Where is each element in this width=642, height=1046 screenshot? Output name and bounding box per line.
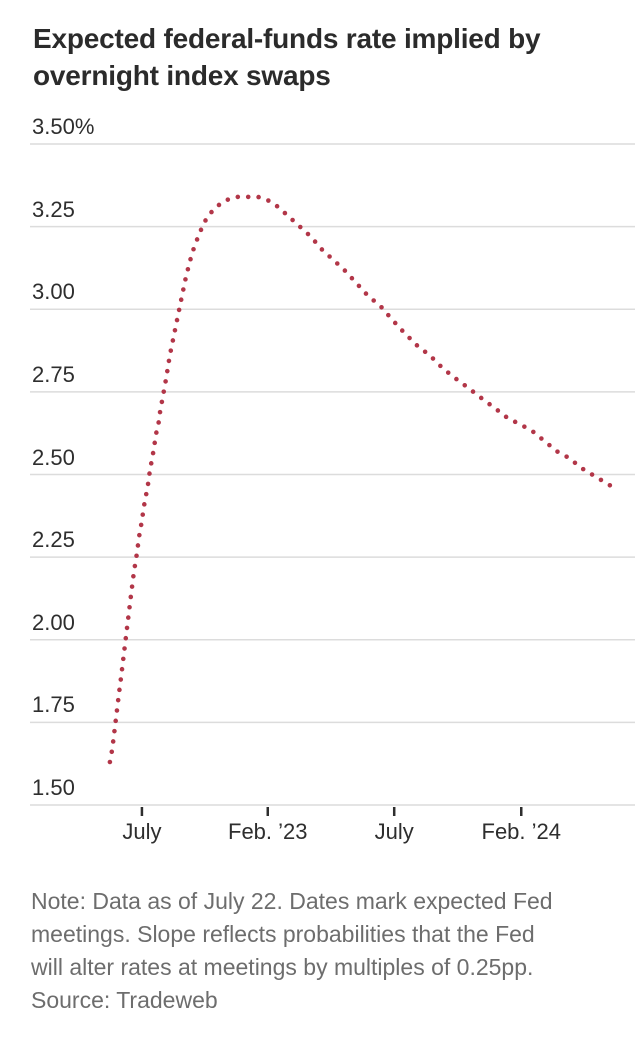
note-line: meetings. Slope reflects probabilities t… [31, 921, 535, 947]
chart-title-line1: Expected federal-funds rate implied by [33, 23, 541, 54]
chart-title-line2: overnight index swaps [33, 60, 331, 91]
rate-forecast-line [107, 194, 617, 765]
source-line: Source: Tradeweb [31, 987, 218, 1013]
note-line: will alter rates at meetings by multiple… [31, 954, 534, 980]
y-axis-label: 2.50 [32, 444, 75, 470]
chart-title: Expected federal-funds rate implied by o… [33, 20, 623, 94]
y-axis-label: 3.00 [32, 279, 75, 305]
note-line: Note: Data as of July 22. Dates mark exp… [31, 888, 553, 914]
x-axis-label: July [374, 819, 414, 844]
y-axis-label: 1.75 [32, 692, 75, 718]
x-axis-label: July [122, 819, 162, 844]
chart-footnote: Note: Data as of July 22. Dates mark exp… [31, 885, 631, 1017]
x-axis-label: Feb. ’23 [228, 819, 308, 844]
y-axis-label: 2.00 [32, 609, 75, 635]
y-axis-label: 3.25 [32, 196, 75, 222]
y-axis-label: 2.25 [32, 527, 75, 553]
x-axis-label: Feb. ’24 [481, 819, 562, 844]
y-axis-label: 1.50 [32, 775, 75, 800]
y-axis-label: 2.75 [32, 361, 75, 387]
y-axis-label: 3.50% [32, 114, 95, 139]
